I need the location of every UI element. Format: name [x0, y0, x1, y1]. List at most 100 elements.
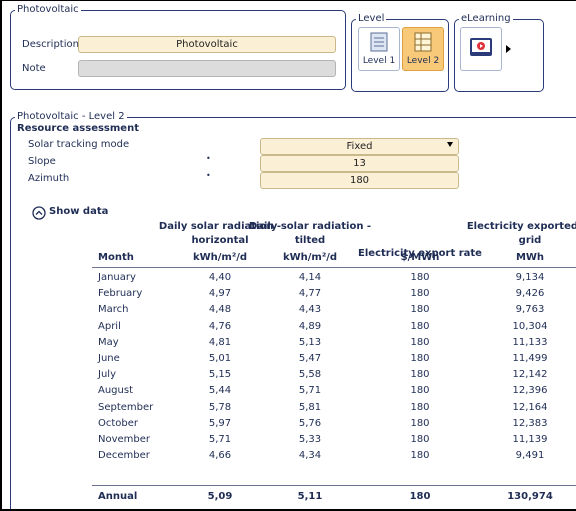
value-cell: 12,142	[512, 369, 548, 381]
value-cell: 4,77	[298, 288, 322, 300]
value-cell: 180	[410, 288, 430, 300]
column-header: tilted	[294, 235, 326, 246]
total-rule	[92, 485, 576, 486]
column-header: grid	[518, 235, 542, 246]
total-cell: 180	[409, 491, 431, 502]
column-header: Electricity exported to	[466, 221, 576, 232]
value-cell: 180	[410, 385, 430, 397]
month-cell: May	[98, 336, 119, 348]
column-unit: $/MWh	[400, 252, 440, 263]
value-cell: 180	[410, 401, 430, 413]
value-cell: 180	[410, 353, 430, 364]
month-cell: November	[98, 434, 151, 445]
level-group: Level	[351, 13, 449, 92]
group-title: Level	[356, 13, 387, 24]
toggle-label[interactable]: Show data	[49, 206, 109, 217]
note-label: Note	[22, 63, 46, 74]
icon	[370, 32, 388, 52]
value-cell: 4,66	[208, 450, 232, 462]
value-cell: 4,14	[298, 272, 322, 283]
total-cell: 130,974	[507, 491, 553, 502]
total-cell: 5,11	[297, 491, 323, 502]
value-cell: 4,81	[208, 336, 232, 348]
value-cell: 5,81	[298, 401, 322, 413]
elearning-button[interactable]	[460, 27, 502, 71]
value-cell: 5,78	[208, 401, 232, 413]
value-cell: 9,426	[515, 288, 545, 300]
value-cell: 180	[410, 369, 430, 381]
value-cell: 11,133	[512, 336, 548, 348]
month-header: Month	[98, 252, 134, 263]
dropdown-arrow[interactable]	[447, 142, 453, 147]
value-cell: 9,491	[515, 450, 545, 462]
field-marker: •	[206, 154, 211, 163]
value-cell: 5,58	[298, 369, 322, 381]
value-cell: 5,97	[208, 417, 232, 429]
value-cell: 5,15	[208, 369, 232, 381]
column-unit: MWh	[515, 252, 545, 263]
note-input[interactable]	[78, 60, 336, 77]
value-cell: 5,44	[208, 385, 232, 397]
month-cell: December	[98, 450, 150, 462]
month-cell: July	[98, 369, 116, 381]
value-cell: 180	[410, 450, 430, 462]
elearning-group: eLearning	[454, 13, 544, 92]
dropdown[interactable]: Fixed	[260, 138, 459, 155]
value-cell: 4,40	[208, 272, 232, 283]
value-cell: 5,33	[298, 434, 322, 445]
column-header: Daily solar radiation -	[248, 221, 372, 232]
field-input[interactable]: 13	[260, 155, 459, 172]
value-cell: 4,43	[298, 304, 322, 316]
value-cell: 11,499	[512, 353, 548, 364]
value-cell: 180	[410, 320, 430, 332]
description-label: Description	[22, 39, 79, 50]
value-cell: 180	[410, 336, 430, 348]
group-title: Photovoltaic	[15, 4, 81, 15]
value-cell: 4,89	[298, 320, 322, 332]
value-cell: 4,76	[208, 320, 232, 332]
value-cell: 5,71	[208, 434, 232, 445]
value-cell: 4,34	[298, 450, 322, 462]
month-cell: March	[98, 304, 129, 316]
month-cell: October	[98, 417, 139, 429]
value-cell: 180	[410, 304, 430, 316]
field-marker: •	[206, 171, 211, 180]
value-cell: 4,48	[208, 304, 232, 316]
month-cell: June	[98, 353, 120, 364]
level-2-button[interactable]: Level 2	[402, 27, 444, 71]
description-input[interactable]: Photovoltaic	[78, 36, 336, 53]
header-rule	[92, 267, 576, 268]
column-header: Daily solar radiation -	[158, 221, 282, 232]
column-unit: kWh/m²/d	[192, 252, 248, 263]
value-cell: 180	[410, 417, 430, 429]
button-label: Level 1	[362, 56, 396, 66]
dropdown-arrow[interactable]	[505, 44, 513, 54]
value-cell: 12,383	[512, 417, 548, 429]
group-title: eLearning	[459, 13, 513, 24]
value-cell: 10,304	[512, 320, 548, 332]
icon	[414, 32, 432, 52]
general-group: Photovoltaic	[10, 4, 346, 90]
section-title: Photovoltaic - Level 2	[15, 111, 127, 122]
column-unit: kWh/m²/d	[282, 252, 338, 263]
value-cell: 11,139	[512, 434, 548, 445]
field-label: Azimuth	[28, 173, 70, 184]
total-cell: 5,09	[207, 491, 233, 502]
value-cell: 5,01	[208, 353, 232, 364]
toggle-icon[interactable]	[32, 206, 46, 220]
value-cell: 5,47	[298, 353, 322, 364]
value-cell: 9,134	[515, 272, 545, 283]
value-cell: 180	[410, 272, 430, 283]
section-frame: Photovoltaic - Level 2	[10, 111, 576, 509]
value-cell: 5,76	[298, 417, 322, 429]
field-input[interactable]: 180	[260, 172, 459, 189]
total-label: Annual	[98, 491, 138, 502]
column-header: Electricity export rate	[358, 248, 482, 259]
field-label: Solar tracking mode	[28, 139, 130, 150]
value-cell: 180	[410, 434, 430, 445]
value-cell: 9,763	[515, 304, 545, 316]
month-cell: January	[98, 272, 136, 283]
level-1-button[interactable]: Level 1	[358, 27, 400, 71]
month-cell: April	[98, 320, 121, 332]
